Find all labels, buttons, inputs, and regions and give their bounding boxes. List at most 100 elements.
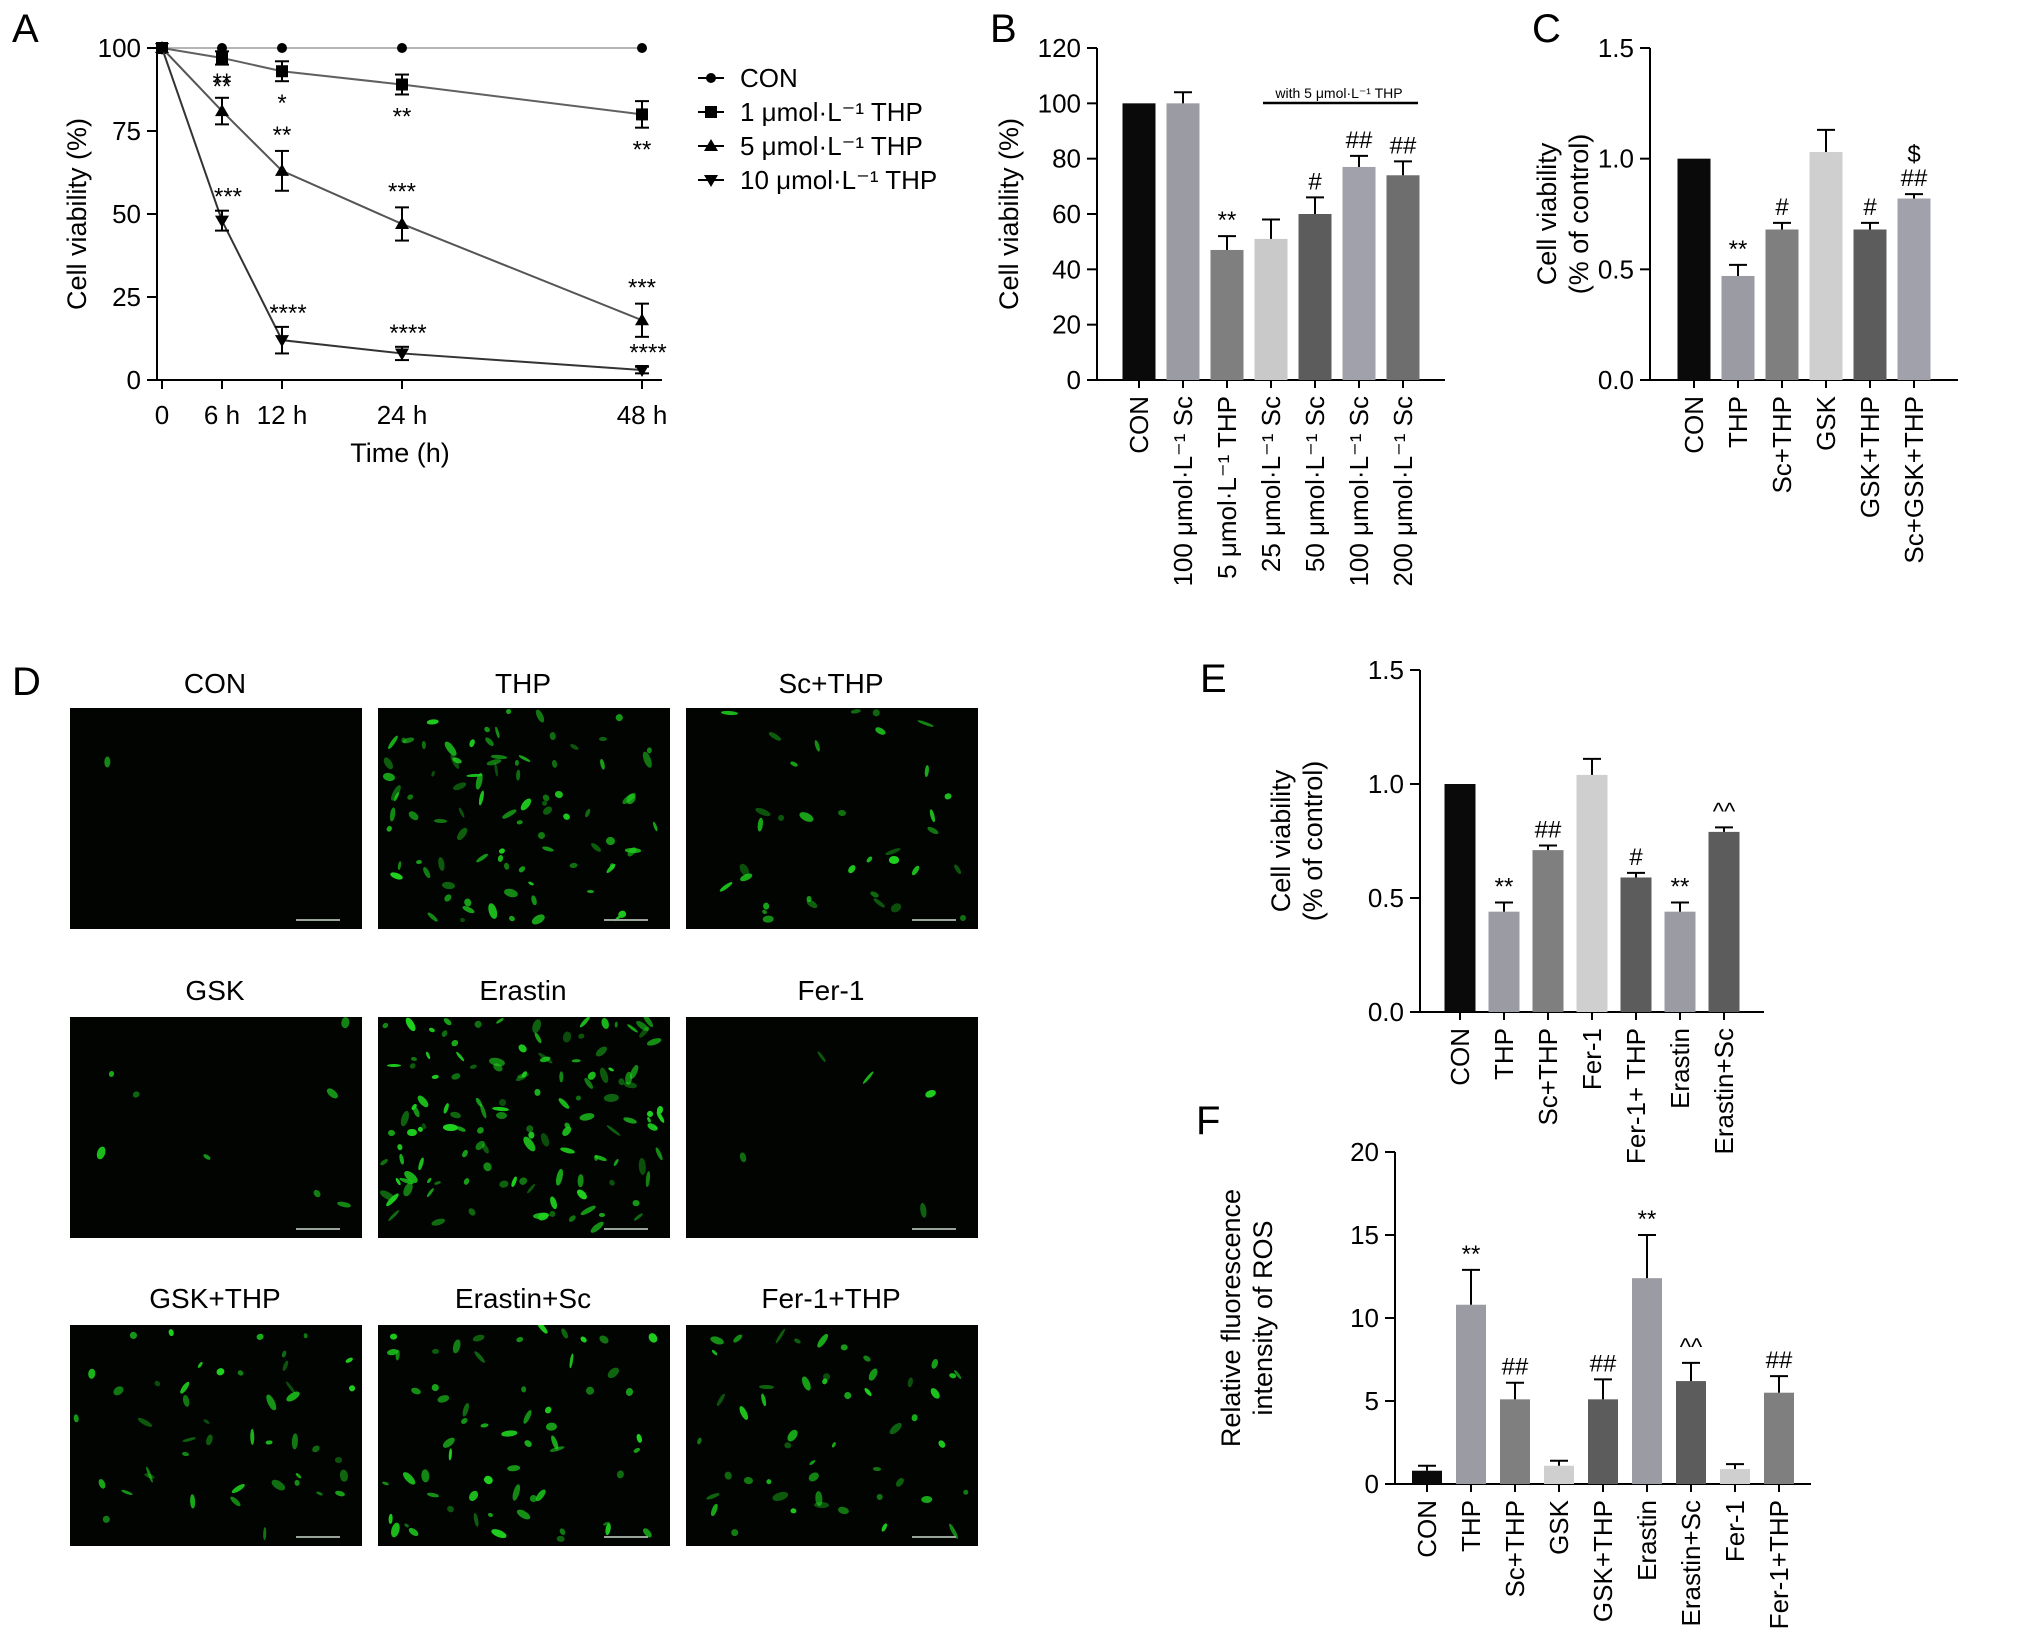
micro-image-title: Sc+THP <box>778 668 884 699</box>
fluorescent-cell <box>469 1064 478 1070</box>
x-tick-label: Sc+THP <box>1767 396 1797 494</box>
y-tick-label: 1.5 <box>1368 655 1404 685</box>
micro-image <box>378 708 670 929</box>
scale-bar <box>604 1536 648 1538</box>
significance-label: ## <box>1901 165 1928 192</box>
fluorescent-cell <box>466 1207 477 1218</box>
significance-label: ** <box>1729 236 1748 263</box>
bar <box>1488 911 1520 1012</box>
significance-label: ^^ <box>1680 1334 1703 1361</box>
fluorescent-cell <box>863 1387 874 1398</box>
fluorescent-cell <box>869 889 880 899</box>
fluorescent-cell <box>181 1394 191 1408</box>
bar <box>1708 831 1740 1012</box>
legend-marker <box>704 175 718 187</box>
fluorescent-cell <box>754 806 772 818</box>
fluorescent-cell <box>474 1096 484 1107</box>
fluorescent-cell <box>911 1413 919 1422</box>
fluorescent-cell <box>846 863 858 875</box>
bar <box>1620 877 1652 1012</box>
micro-image-title: Fer-1+THP <box>761 1283 901 1314</box>
fluorescent-cell <box>534 708 547 724</box>
x-tick-label: 12 h <box>257 400 308 430</box>
fluorescent-cell <box>530 1018 543 1034</box>
significance-label: # <box>1775 194 1789 221</box>
y-tick-label: 0.0 <box>1368 997 1404 1027</box>
significance-label: ** <box>633 137 652 164</box>
fluorescent-cell <box>798 810 816 824</box>
y-axis-label: (% of control) <box>1298 761 1328 922</box>
fluorescent-cell <box>561 811 572 822</box>
fluorescent-cell <box>178 1380 191 1395</box>
fluorescent-cell <box>441 1435 457 1450</box>
fluorescent-cell <box>495 1111 507 1119</box>
fluorescent-cell <box>554 1168 564 1187</box>
data-point <box>215 104 229 117</box>
significance-label: ** <box>393 103 412 130</box>
x-tick-label: 200 μmol·L⁻¹ Sc <box>1388 396 1418 587</box>
fluorescent-cell <box>386 1063 402 1068</box>
significance-label: * <box>277 90 286 117</box>
fluorescent-cell <box>590 841 603 854</box>
significance-label: **** <box>629 340 666 367</box>
fluorescent-cell <box>920 1495 933 1504</box>
x-tick-label: Fer-1 <box>1720 1500 1750 1562</box>
scale-bar <box>296 919 340 921</box>
fluorescent-cell <box>842 1390 853 1401</box>
fluorescent-cell <box>598 1333 611 1345</box>
fluorescent-cell <box>578 1111 595 1122</box>
fluorescent-cell <box>474 1019 484 1029</box>
data-point <box>275 163 289 176</box>
fluorescent-cell <box>294 1479 301 1487</box>
fluorescent-cell <box>482 1473 495 1486</box>
scale-bar <box>912 1228 956 1230</box>
bar <box>1456 1304 1486 1484</box>
fluorescent-cell <box>255 1332 264 1341</box>
fluorescent-cell <box>720 710 738 716</box>
fluorescent-cell <box>389 1333 397 1340</box>
fluorescent-cell <box>605 1522 613 1536</box>
fluorescent-cell <box>947 1372 957 1380</box>
y-tick-label: 15 <box>1350 1220 1379 1250</box>
bar <box>1809 152 1843 380</box>
data-point <box>276 65 288 78</box>
x-tick-label: 5 μmol·L⁻¹ THP <box>1212 396 1242 579</box>
fluorescent-cell <box>645 1121 659 1132</box>
fluorescent-cell <box>696 1436 703 1445</box>
scale-bar <box>604 919 648 921</box>
fluorescent-cell <box>577 1033 586 1041</box>
fluorescent-cell <box>931 1358 940 1370</box>
x-tick-label: Sc+THP <box>1533 1028 1563 1126</box>
fluorescent-cell <box>291 1433 299 1450</box>
fluorescent-cell <box>943 792 953 801</box>
bar <box>1342 166 1376 380</box>
micro-image-title: CON <box>183 668 247 699</box>
fluorescent-cell <box>380 1021 390 1030</box>
fluorescent-cell <box>422 866 432 879</box>
y-tick-label: 5 <box>1365 1386 1379 1416</box>
significance-label: ** <box>1638 1206 1657 1233</box>
bar <box>1588 1399 1618 1484</box>
x-tick-label: GSK <box>1811 395 1841 451</box>
fluorescent-cell <box>558 1526 567 1536</box>
y-axis-label: Relative fluorescence <box>1216 1189 1246 1447</box>
fluorescent-cell <box>452 1338 463 1354</box>
fluorescent-cell <box>381 1480 390 1487</box>
fluorescent-cell <box>474 852 489 864</box>
fluorescent-cell <box>600 1017 611 1030</box>
fluorescent-cell <box>442 739 459 758</box>
micro-image <box>70 1325 362 1546</box>
fluorescent-cell <box>447 1448 453 1461</box>
fluorescent-cell <box>410 1386 422 1396</box>
fluorescent-cell <box>425 911 439 924</box>
fluorescent-cell <box>521 1135 538 1154</box>
y-tick-label: 0 <box>127 365 141 395</box>
fluorescent-cell <box>527 881 535 887</box>
fluorescent-cell <box>445 1504 455 1514</box>
fluorescent-cell <box>420 1469 430 1483</box>
y-tick-label: 20 <box>1052 310 1081 340</box>
fluorescent-cell <box>598 1212 606 1217</box>
y-tick-label: 1.5 <box>1598 33 1634 63</box>
data-point <box>396 78 408 91</box>
